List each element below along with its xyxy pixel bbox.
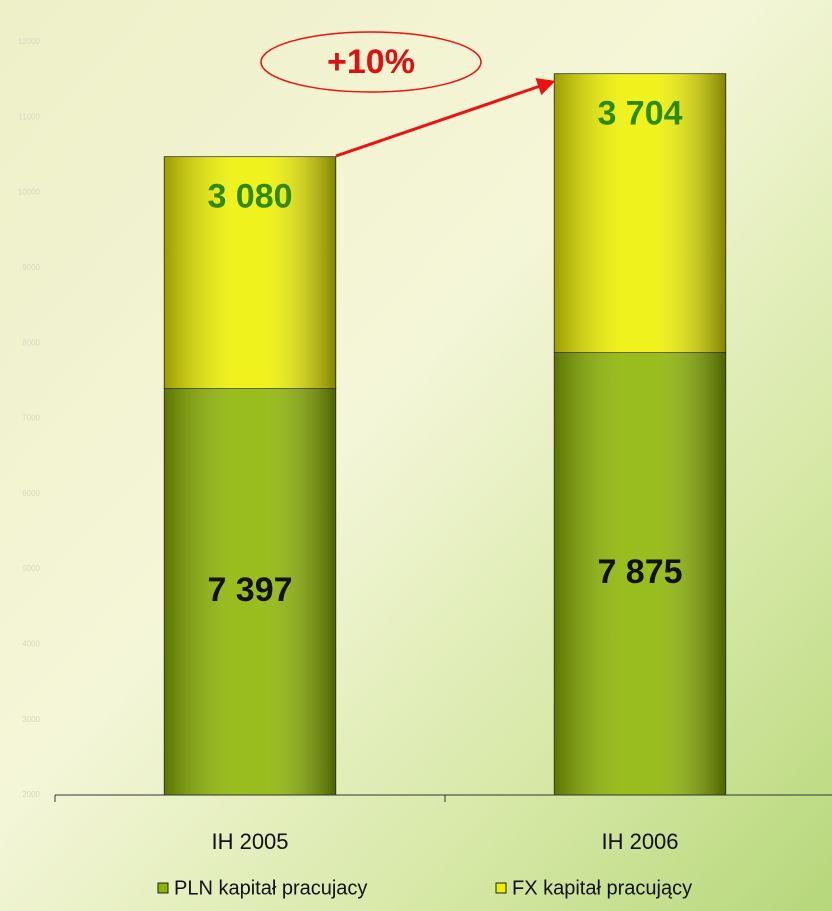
annotation-arrow — [335, 78, 556, 158]
y-tick-label: 7000 — [22, 414, 40, 423]
y-tick-label: 4000 — [22, 640, 40, 649]
y-tick-label: 12000 — [18, 37, 41, 46]
x-tick-label: IH 2006 — [601, 829, 678, 854]
bar-shade — [164, 156, 336, 389]
legend-label: FX kapitał pracujący — [512, 877, 692, 899]
value-label: 3 080 — [207, 178, 292, 216]
y-tick-label: 11000 — [18, 112, 40, 121]
x-tick-label: IH 2005 — [211, 829, 288, 854]
legend-swatch — [495, 882, 507, 894]
value-label: 7 875 — [597, 553, 682, 591]
value-label: 7 397 — [207, 571, 292, 609]
legend-label: PLN kapitał pracujacy — [174, 877, 367, 899]
y-tick-label: 3000 — [22, 715, 40, 724]
y-tick-label: 10000 — [18, 188, 41, 197]
bar-shade — [554, 73, 726, 353]
annotation: +10% — [327, 43, 415, 81]
value-label: 3 704 — [597, 95, 682, 133]
y-tick-label: 8000 — [22, 338, 40, 347]
legend-swatch — [157, 882, 169, 894]
bar-shade — [554, 352, 726, 795]
annotation-ellipse — [260, 31, 482, 93]
y-tick-label: 5000 — [22, 564, 40, 573]
y-tick-label: 2000 — [22, 790, 40, 799]
bar-shade — [164, 388, 336, 795]
y-tick-label: 9000 — [22, 263, 40, 272]
y-tick-label: 6000 — [22, 489, 40, 498]
